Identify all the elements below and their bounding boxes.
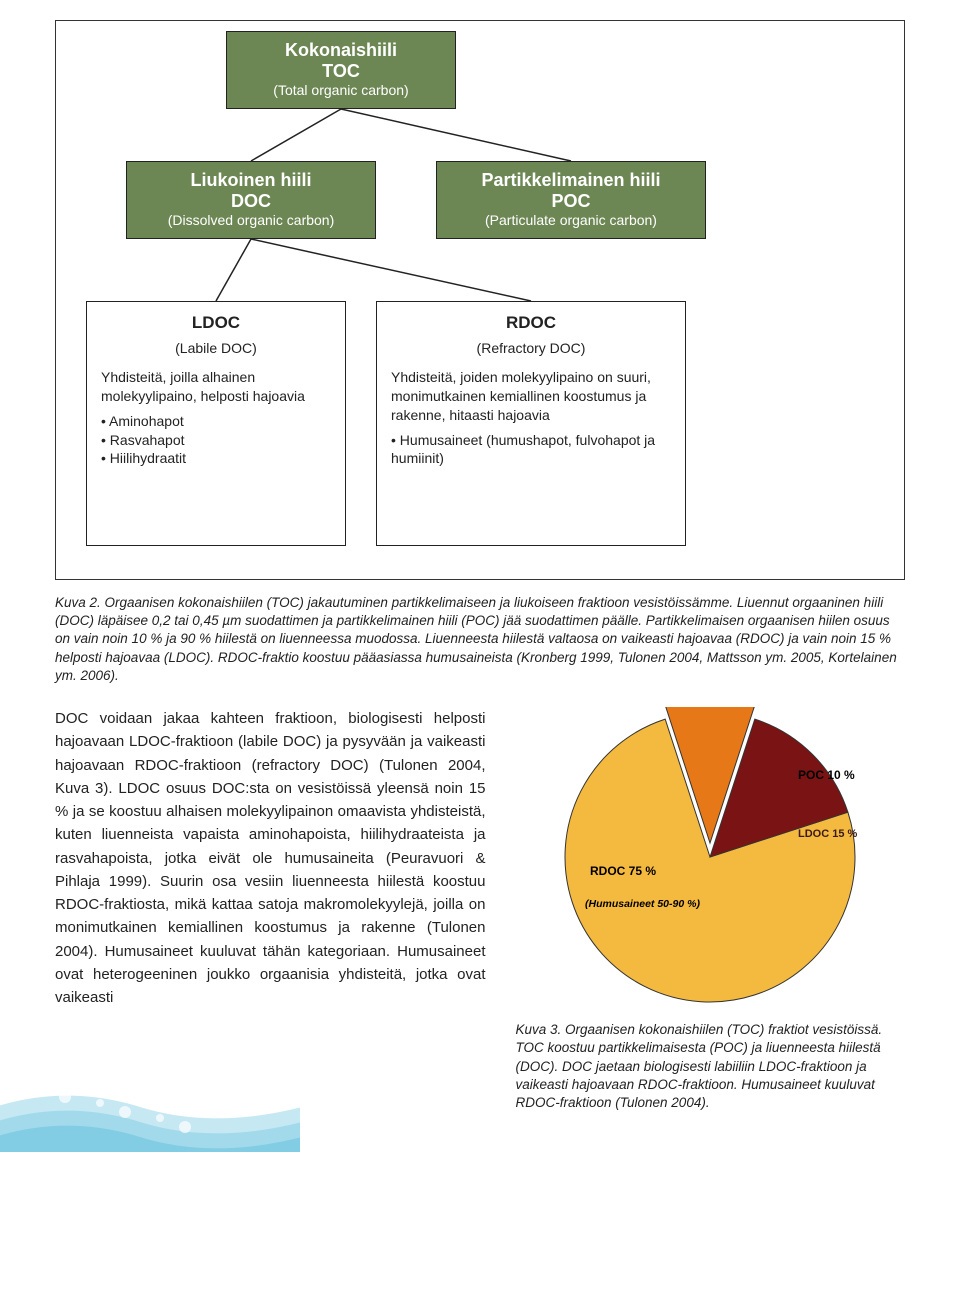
figure3-caption: Kuva 3. Orgaanisen kokonaishiilen (TOC) … [516,1021,906,1112]
node-toc-title: Kokonaishiili [237,40,445,61]
body-paragraph: DOC voidaan jakaa kahteen fraktioon, bio… [55,707,486,1112]
node-poc-title: Partikkelimainen hiili [447,170,695,191]
node-doc: Liukoinen hiili DOC (Dissolved organic c… [126,161,376,239]
node-ldoc: LDOC (Labile DOC) Yhdisteitä, joilla alh… [86,301,346,546]
pie-slice-label: RDOC 75 % [590,864,656,878]
node-ldoc-items: AminohapotRasvahapotHiilihydraatit [101,412,331,469]
toc-tree-diagram: Kokonaishiili TOC (Total organic carbon)… [55,20,905,580]
node-doc-sub: (Dissolved organic carbon) [137,212,365,228]
node-toc: Kokonaishiili TOC (Total organic carbon) [226,31,456,109]
node-rdoc: RDOC (Refractory DOC) Yhdisteitä, joiden… [376,301,686,546]
node-rdoc-sub: (Refractory DOC) [391,339,671,358]
node-rdoc-desc: Yhdisteitä, joiden molekyylipaino on suu… [391,368,671,425]
node-poc-abbr: POC [447,191,695,212]
list-item: Rasvahapot [101,431,331,450]
node-toc-abbr: TOC [237,61,445,82]
list-item: Aminohapot [101,412,331,431]
node-ldoc-sub: (Labile DOC) [101,339,331,358]
footer-wave-decoration [0,1082,300,1152]
node-rdoc-items: Humusaineet (humushapot, fulvohapot ja h… [391,431,671,469]
pie-slice-label: LDOC 15 % [798,828,858,840]
pie-svg: RDOC 75 % (Humusaineet 50-90 %) POC 10 % LD… [530,707,890,1007]
node-poc: Partikkelimainen hiili POC (Particulate … [436,161,706,239]
node-ldoc-abbr: LDOC [192,313,240,332]
figure2-caption: Kuva 2. Orgaanisen kokonaishiilen (TOC) … [55,594,905,685]
pie-slice-note: (Humusaineet 50-90 %) [585,898,700,910]
list-item: Hiilihydraatit [101,449,331,468]
pie-chart: RDOC 75 % (Humusaineet 50-90 %) POC 10 % LD… [530,707,890,1007]
list-item: Humusaineet (humushapot, fulvohapot ja h… [391,431,671,469]
pie-slice-label: POC 10 % [798,768,855,782]
node-rdoc-abbr: RDOC [506,313,556,332]
node-ldoc-desc: Yhdisteitä, joilla alhainen molekyylipai… [101,368,331,406]
node-doc-title: Liukoinen hiili [137,170,365,191]
node-doc-abbr: DOC [137,191,365,212]
node-poc-sub: (Particulate organic carbon) [447,212,695,228]
node-toc-sub: (Total organic carbon) [237,82,445,98]
